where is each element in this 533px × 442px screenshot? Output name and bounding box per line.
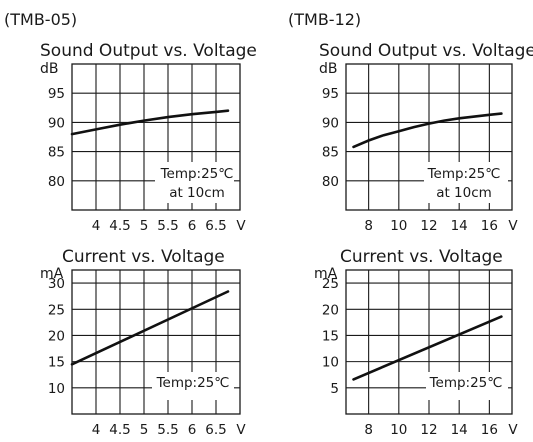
x-tick-label: 6 xyxy=(188,422,197,438)
chart-title: Sound Output vs. Voltage xyxy=(319,41,533,61)
x-tick-label: 5.5 xyxy=(157,422,178,438)
annotation-text: Temp:25℃ xyxy=(427,166,501,182)
annotation-text: Temp:25℃ xyxy=(429,375,503,391)
plot-frame xyxy=(71,269,241,415)
series-line xyxy=(352,315,503,381)
x-tick-label: 14 xyxy=(451,422,468,438)
x-tick-label: 10 xyxy=(390,218,407,234)
chart-title: Current vs. Voltage xyxy=(62,247,225,267)
x-tick-label: 6 xyxy=(188,218,197,234)
y-axis-unit: dB xyxy=(40,61,59,77)
series-line xyxy=(70,109,230,136)
y-tick-label: 20 xyxy=(322,302,339,318)
model-label: (TMB-12) xyxy=(288,10,361,29)
annotation-box xyxy=(155,162,234,203)
x-axis-unit: V xyxy=(236,422,246,438)
x-tick-label: 8 xyxy=(364,422,373,438)
x-tick-label: 12 xyxy=(420,422,437,438)
y-tick-label: 25 xyxy=(48,302,65,318)
chart-title: Current vs. Voltage xyxy=(340,247,503,267)
y-tick-label: 15 xyxy=(48,355,65,371)
x-tick-label: 4 xyxy=(92,218,101,234)
x-axis-unit: V xyxy=(508,218,518,234)
x-tick-label: 5 xyxy=(140,422,149,438)
x-tick-label: 8 xyxy=(364,218,373,234)
y-axis-unit: mA xyxy=(40,266,64,282)
annotation-text: Temp:25℃ xyxy=(160,166,234,182)
plot-frame xyxy=(345,63,513,211)
x-axis-unit: V xyxy=(508,422,518,438)
x-tick-label: 16 xyxy=(481,422,498,438)
model-label: (TMB-05) xyxy=(4,10,77,29)
x-tick-label: 4 xyxy=(92,422,101,438)
plot-frame xyxy=(345,269,513,415)
series-line xyxy=(352,112,503,149)
y-axis-unit: mA xyxy=(314,266,338,282)
annotation-box xyxy=(424,162,508,203)
x-tick-label: 4.5 xyxy=(109,218,130,234)
y-tick-label: 10 xyxy=(322,355,339,371)
y-tick-label: 15 xyxy=(322,328,339,344)
annotation-text: at 10cm xyxy=(169,185,225,201)
x-axis-unit: V xyxy=(236,218,246,234)
y-tick-label: 80 xyxy=(48,174,65,190)
x-tick-label: 4.5 xyxy=(109,422,130,438)
plot-frame xyxy=(71,63,241,211)
y-tick-label: 80 xyxy=(322,174,339,190)
chart-title: Sound Output vs. Voltage xyxy=(40,41,257,61)
y-tick-label: 85 xyxy=(322,145,339,161)
annotation-text: at 10cm xyxy=(436,185,492,201)
x-tick-label: 16 xyxy=(481,218,498,234)
annotation-text: Temp:25℃ xyxy=(156,375,230,391)
y-tick-label: 30 xyxy=(48,276,65,292)
x-tick-label: 10 xyxy=(390,422,407,438)
series-line xyxy=(70,290,230,366)
x-tick-label: 5.5 xyxy=(157,218,178,234)
annotation-box xyxy=(152,372,234,400)
y-tick-label: 90 xyxy=(322,115,339,131)
x-tick-label: 6.5 xyxy=(205,422,226,438)
y-tick-label: 95 xyxy=(48,86,65,102)
y-tick-label: 95 xyxy=(322,86,339,102)
y-tick-label: 25 xyxy=(322,276,339,292)
y-tick-label: 10 xyxy=(48,381,65,397)
x-tick-label: 6.5 xyxy=(205,218,226,234)
x-tick-label: 14 xyxy=(451,218,468,234)
x-tick-label: 5 xyxy=(140,218,149,234)
y-tick-label: 90 xyxy=(48,115,65,131)
y-tick-label: 20 xyxy=(48,328,65,344)
annotation-box xyxy=(426,372,508,400)
y-tick-label: 5 xyxy=(330,381,339,397)
y-axis-unit: dB xyxy=(319,61,338,77)
x-tick-label: 12 xyxy=(420,218,437,234)
y-tick-label: 85 xyxy=(48,145,65,161)
